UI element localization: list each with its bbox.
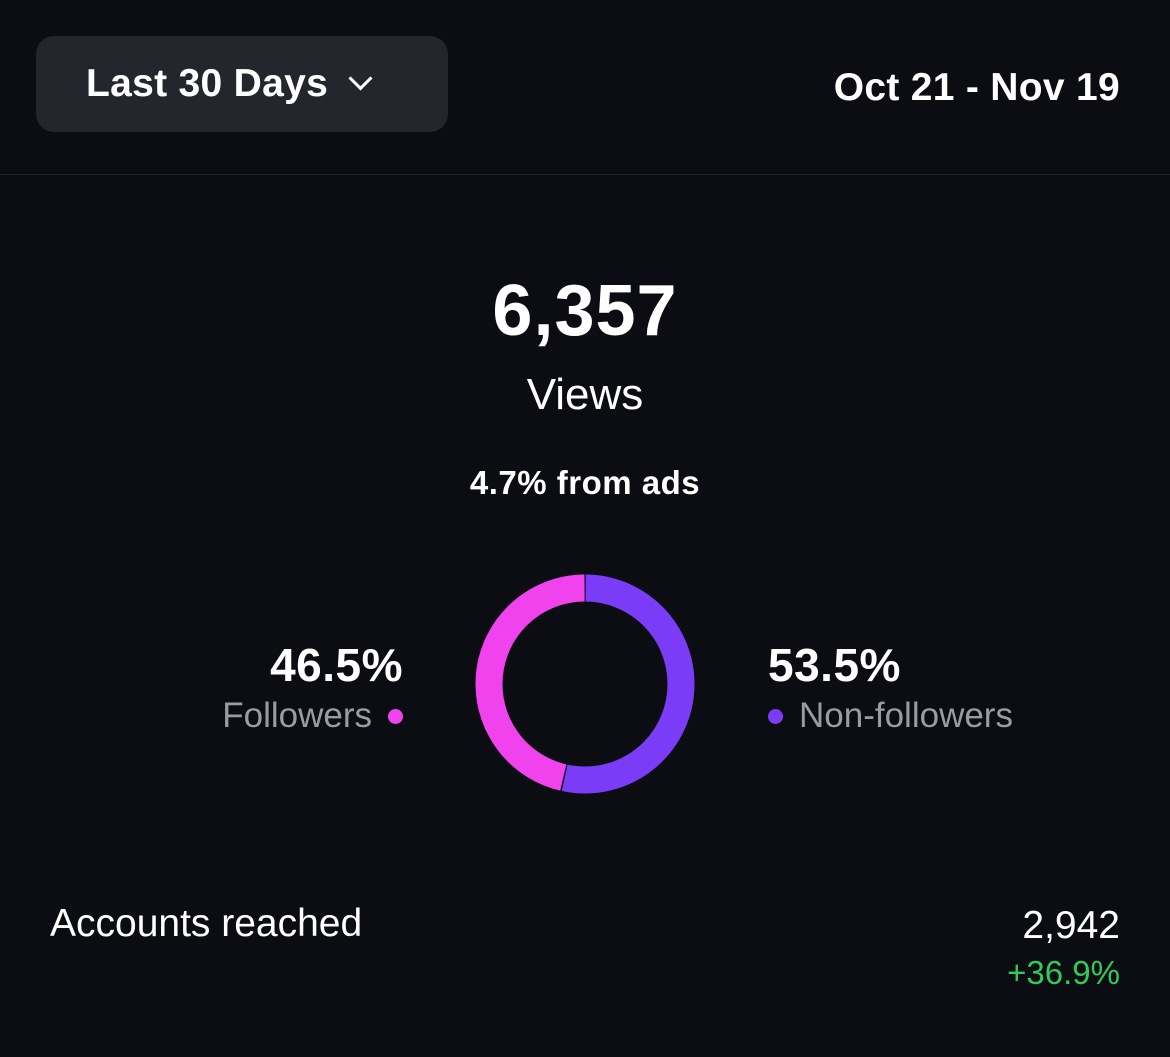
accounts-reached-change: +36.9% [1007,954,1120,991]
followers-arc [475,574,695,794]
accounts-reached-label: Accounts reached [50,902,363,945]
chevron-down-icon [348,65,373,91]
accounts-reached-value: 2,942 [1022,904,1120,947]
date-range-dropdown-label: Last 30 Days [86,62,329,105]
followers-legend: Followers [222,696,403,736]
ads-share: 4.7% from ads [469,464,701,501]
non-followers-dot [768,708,783,724]
date-range-dropdown[interactable]: Last 30 Days [36,36,448,132]
date-range-text: Oct 21 - Nov 19 [833,66,1120,109]
views-total: 6,357 [492,271,678,351]
header: Last 30 Days Oct 21 - Nov 19 [0,0,1170,175]
non-followers-percent: 53.5% [768,639,901,691]
audience-donut-chart [475,574,695,794]
views-label: Views [526,370,644,419]
followers-breakdown: 46.5% Followers [222,638,403,736]
non-followers-breakdown: 53.5% Non-followers [768,638,1013,736]
non-followers-arc [475,574,695,794]
non-followers-legend: Non-followers [768,696,1013,736]
followers-percent: 46.5% [270,639,403,691]
followers-label: Followers [222,696,372,735]
followers-dot [388,708,403,724]
non-followers-label: Non-followers [799,696,1013,735]
